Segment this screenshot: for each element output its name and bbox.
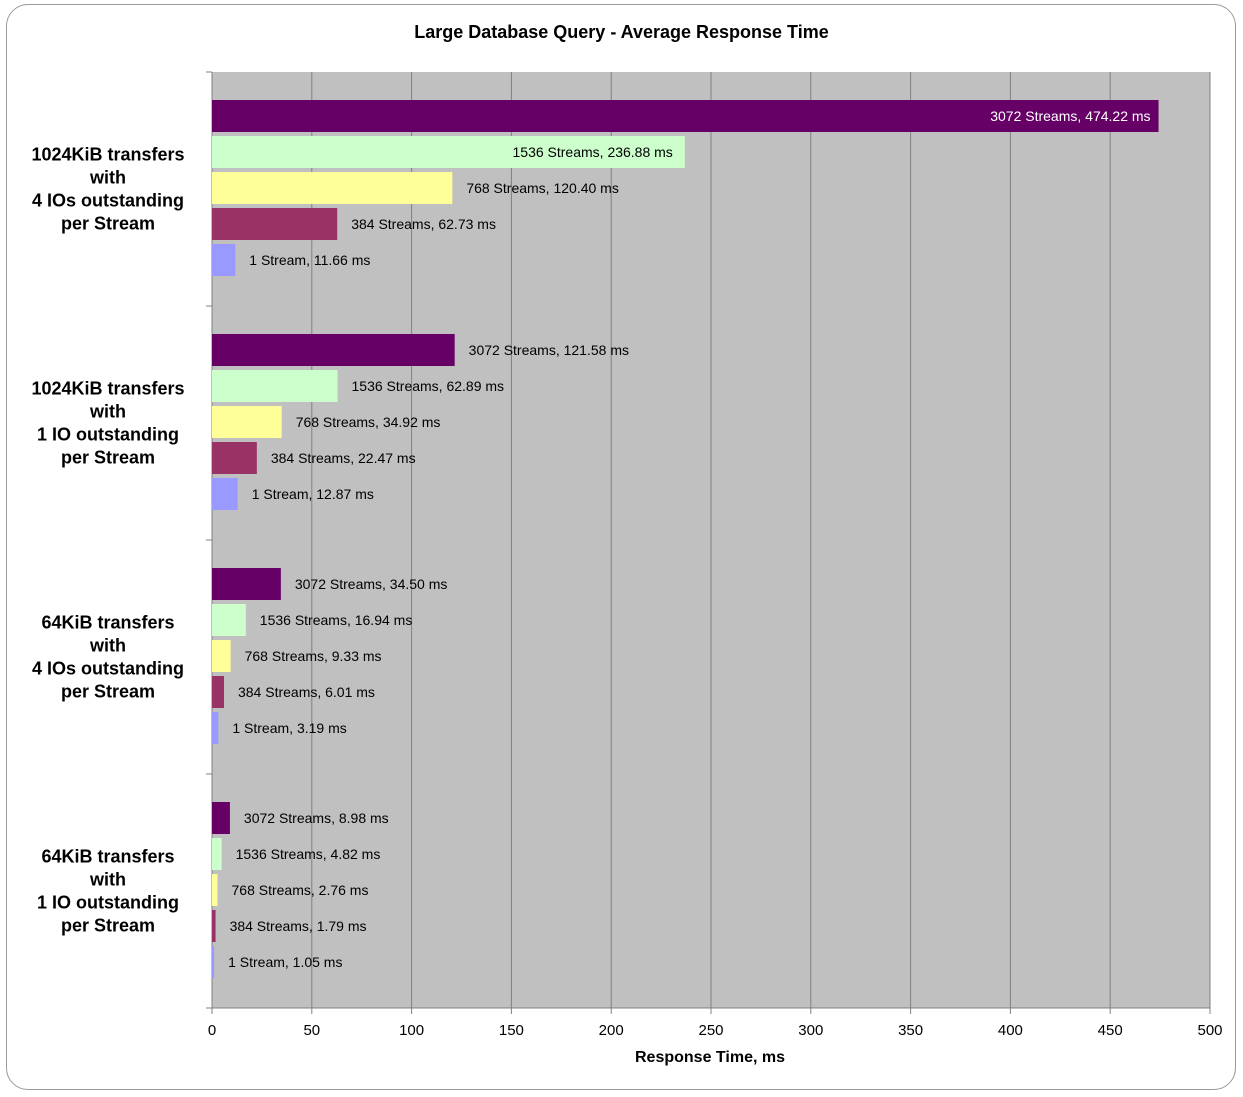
bar [212,406,282,438]
x-tick-label: 50 [303,1022,320,1039]
category-label: 1024KiB transfers with 1 IO outstanding per… [31,379,184,468]
data-label: 384 Streams, 62.73 ms [351,216,496,232]
bar [212,244,236,276]
bar [212,676,224,708]
data-label: 1536 Streams, 62.89 ms [352,378,505,394]
x-tick-label: 300 [798,1022,823,1039]
category-label: 64KiB transfers with 1 IO outstanding per S… [37,847,179,936]
bar [212,370,338,402]
bar [212,100,1159,132]
bar [212,334,455,366]
data-label: 3072 Streams, 121.58 ms [469,342,629,358]
bar [212,604,246,636]
data-label: 1 Stream, 12.87 ms [252,486,374,502]
bar [212,910,216,942]
x-tick-label: 400 [998,1022,1023,1039]
bar [212,838,222,870]
data-label: 768 Streams, 9.33 ms [245,648,382,664]
data-label: 1 Stream, 1.05 ms [228,954,342,970]
data-label: 3072 Streams, 8.98 ms [244,810,389,826]
bar [212,874,218,906]
data-label: 1536 Streams, 16.94 ms [260,612,413,628]
bar [212,568,281,600]
x-tick-label: 0 [208,1022,216,1039]
x-tick-label: 200 [599,1022,624,1039]
data-label: 1 Stream, 3.19 ms [232,720,346,736]
x-tick-label: 450 [1098,1022,1123,1039]
data-label: 1536 Streams, 4.82 ms [236,846,381,862]
data-label: 1 Stream, 11.66 ms [249,252,370,268]
data-label: 384 Streams, 6.01 ms [238,684,375,700]
category-label: 1024KiB transfers with 4 IOs outstanding pe… [31,145,184,234]
x-tick-label: 250 [698,1022,723,1039]
x-tick-label: 350 [898,1022,923,1039]
x-tick-label: 100 [399,1022,424,1039]
data-label: 384 Streams, 1.79 ms [230,918,367,934]
data-label: 1536 Streams, 236.88 ms [513,144,673,160]
x-axis-label: Response Time, ms [635,1049,785,1066]
bar [212,640,231,672]
bar [212,712,219,744]
data-label: 768 Streams, 2.76 ms [232,882,369,898]
data-label: 3072 Streams, 34.50 ms [295,576,448,592]
bar [212,478,238,510]
data-label: 768 Streams, 120.40 ms [466,180,619,196]
bar [212,946,215,978]
x-tick-label: 500 [1197,1022,1222,1039]
data-label: 3072 Streams, 474.22 ms [990,108,1150,124]
chart-title: Large Database Query - Average Response … [414,22,829,42]
bar [212,172,453,204]
bar [212,442,257,474]
bar [212,136,685,168]
x-tick-label: 150 [499,1022,524,1039]
data-label: 384 Streams, 22.47 ms [271,450,416,466]
bar [212,208,338,240]
data-label: 768 Streams, 34.92 ms [296,414,441,430]
bar [212,802,230,834]
category-label: 64KiB transfers with 4 IOs outstanding per … [32,613,184,702]
